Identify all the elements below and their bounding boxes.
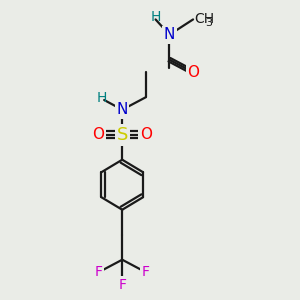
- Text: O: O: [93, 127, 105, 142]
- Text: N: N: [116, 102, 128, 117]
- Text: H: H: [150, 10, 161, 24]
- Text: S: S: [116, 126, 128, 144]
- Text: F: F: [142, 265, 150, 279]
- Text: N: N: [164, 27, 175, 42]
- Text: CH: CH: [194, 12, 214, 26]
- Text: O: O: [140, 127, 152, 142]
- Text: 3: 3: [205, 18, 212, 28]
- Text: F: F: [118, 278, 126, 292]
- Text: F: F: [94, 265, 103, 279]
- Text: O: O: [187, 65, 199, 80]
- Text: H: H: [96, 91, 106, 105]
